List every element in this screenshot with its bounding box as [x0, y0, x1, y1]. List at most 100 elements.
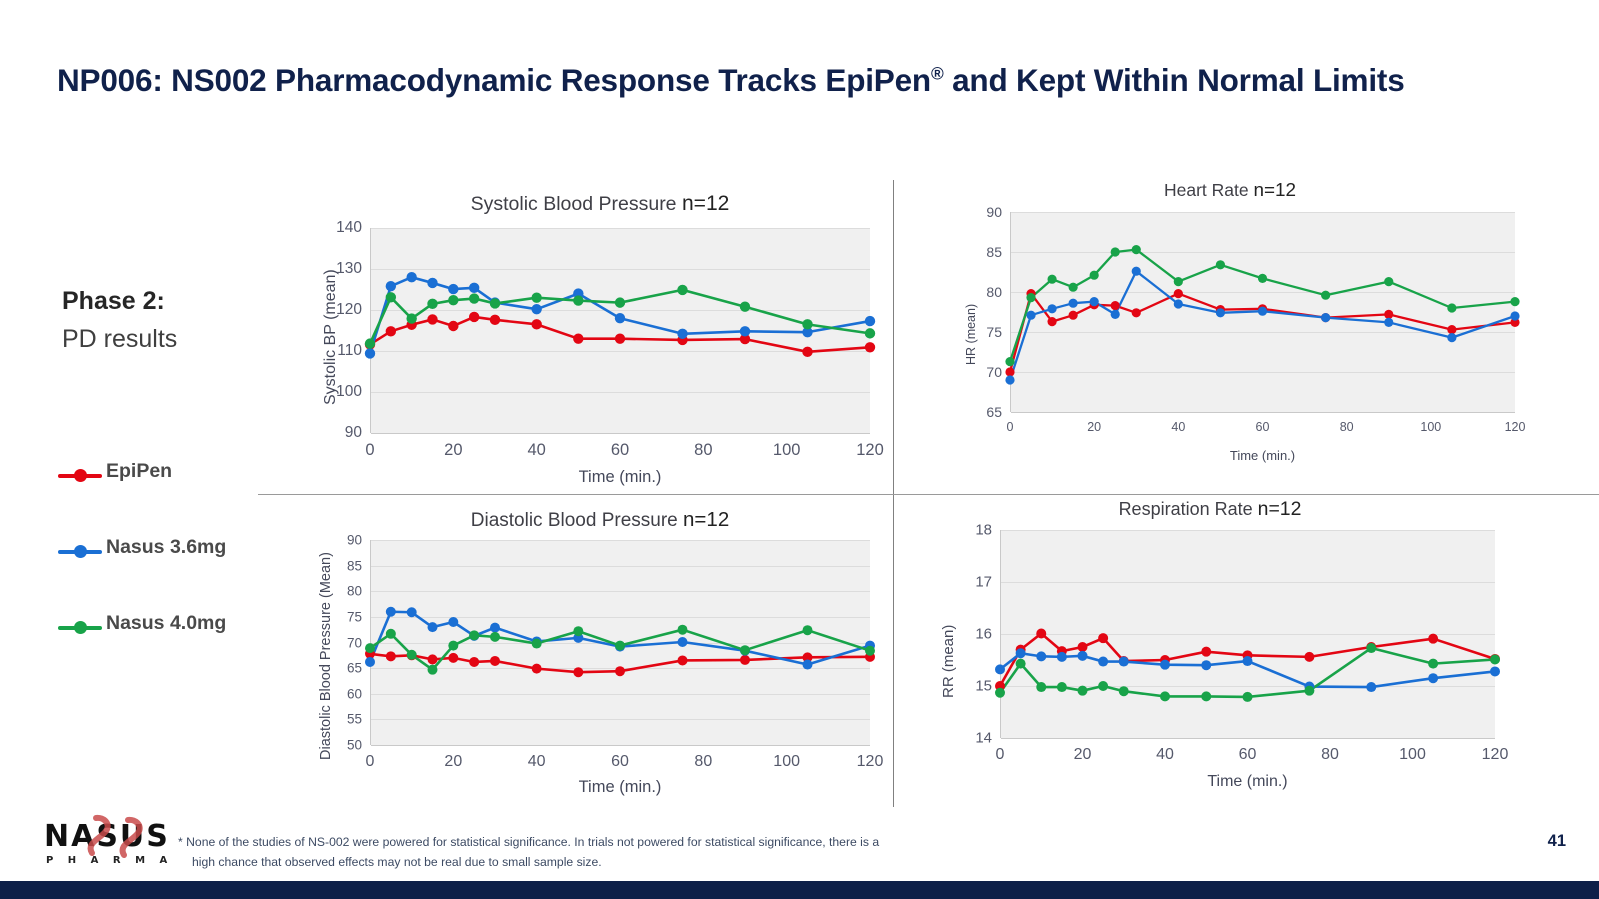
gridline — [371, 591, 870, 593]
chart-title-diastolic: Diastolic Blood Pressure n=12 — [300, 508, 900, 532]
gridline — [371, 310, 870, 311]
data-point — [1366, 643, 1377, 654]
gridline — [371, 745, 870, 746]
data-point — [1510, 297, 1520, 307]
x-axis-tick-label: 100 — [1399, 746, 1426, 763]
data-point — [1173, 299, 1183, 309]
x-axis-tick-label: 120 — [856, 753, 884, 770]
data-point — [365, 643, 375, 654]
data-point — [1056, 651, 1067, 662]
data-point — [802, 652, 813, 663]
data-point — [614, 313, 626, 324]
panel-divider-horizontal — [258, 494, 1599, 495]
data-point — [1005, 367, 1015, 377]
chart-title-respiration: Respiration Rate n=12 — [910, 498, 1510, 521]
data-point — [1215, 260, 1226, 270]
data-point — [864, 315, 876, 327]
legend-item-epipen: EpiPen — [58, 460, 308, 536]
y-axis-tick-label: 90 — [344, 424, 362, 441]
x-axis-label: Time (min.) — [578, 778, 662, 796]
data-point — [490, 622, 500, 633]
data-point — [385, 326, 397, 337]
data-point — [448, 294, 459, 306]
phase-heading: Phase 2: — [62, 287, 165, 315]
data-point — [677, 284, 688, 296]
nasus-pharma-logo: NASUS P H A R M A — [44, 814, 174, 877]
data-point — [1015, 648, 1026, 659]
gridline — [1001, 686, 1495, 687]
data-point — [615, 640, 625, 651]
data-point — [406, 272, 417, 283]
chart-title-text: Systolic Blood Pressure — [470, 193, 682, 215]
x-axis-tick-label: 0 — [1006, 420, 1014, 434]
data-point — [1068, 282, 1078, 292]
data-point — [468, 311, 480, 323]
chart-title-systolic: Systolic Blood Pressure n=12 — [300, 192, 900, 216]
data-point — [427, 622, 438, 633]
y-axis-tick-label: 120 — [336, 301, 362, 318]
data-point — [677, 328, 688, 339]
chart-sample-size: n=12 — [683, 508, 730, 531]
data-point — [1447, 333, 1457, 343]
data-point — [1026, 293, 1036, 303]
data-point — [1490, 666, 1500, 677]
x-axis-tick-label: 40 — [527, 441, 546, 459]
gridline — [1011, 412, 1515, 413]
x-axis-tick-label: 120 — [1504, 420, 1526, 434]
data-point — [802, 346, 813, 358]
data-point — [1384, 309, 1394, 319]
x-axis-tick-label: 20 — [444, 441, 463, 459]
data-point — [365, 656, 375, 667]
page-title-main: NP006: NS002 Pharmacodynamic Response Tr… — [57, 62, 931, 98]
data-point — [1036, 628, 1047, 639]
data-point — [1131, 308, 1141, 318]
plot-area-respiration — [995, 530, 1500, 739]
gridline — [371, 719, 870, 721]
gridline — [371, 693, 870, 695]
data-point — [469, 656, 480, 667]
x-axis-tick-label: 80 — [694, 753, 713, 770]
data-point — [448, 283, 459, 295]
gridline — [1001, 634, 1495, 635]
gridline — [1001, 582, 1495, 583]
data-point — [1366, 682, 1377, 693]
y-axis-tick-label: 50 — [346, 737, 362, 753]
data-point — [677, 636, 688, 647]
data-point — [1257, 306, 1268, 316]
data-point — [1056, 682, 1067, 693]
y-axis-tick-label: 18 — [975, 521, 992, 539]
data-point — [1428, 633, 1439, 644]
y-axis-tick-label: 65 — [346, 660, 362, 676]
data-point — [1077, 642, 1088, 652]
legend-label-nasus-36: Nasus 3.6mg — [106, 536, 227, 558]
x-axis-tick-label: 80 — [694, 441, 713, 459]
data-point — [489, 314, 501, 326]
chart-sample-size: n=12 — [681, 192, 730, 215]
y-axis-label: HR (mean) — [964, 303, 978, 365]
y-axis-tick-label: 70 — [986, 364, 1002, 380]
data-point — [1047, 274, 1057, 284]
data-point — [385, 606, 396, 617]
data-point — [1015, 658, 1026, 669]
gridline — [1011, 332, 1515, 333]
data-point — [427, 277, 438, 289]
phase-subheading: PD results — [62, 324, 178, 353]
data-point — [448, 652, 459, 663]
data-point — [864, 342, 876, 353]
bottom-accent-bar — [0, 881, 1599, 899]
data-point — [739, 301, 751, 312]
data-point — [448, 617, 459, 627]
x-axis-tick-label: 60 — [1238, 746, 1257, 763]
data-point — [1077, 650, 1088, 661]
data-point — [802, 326, 813, 338]
data-point — [1173, 277, 1183, 287]
data-point — [1242, 691, 1253, 702]
data-point — [740, 654, 750, 665]
y-axis-tick-label: 140 — [336, 219, 362, 236]
y-axis-tick-label: 130 — [336, 260, 362, 277]
data-point — [1089, 270, 1099, 280]
gridline — [371, 351, 870, 352]
y-axis-tick-label: 75 — [986, 324, 1002, 340]
legend-label-epipen: EpiPen — [106, 460, 173, 482]
data-point — [740, 645, 750, 656]
